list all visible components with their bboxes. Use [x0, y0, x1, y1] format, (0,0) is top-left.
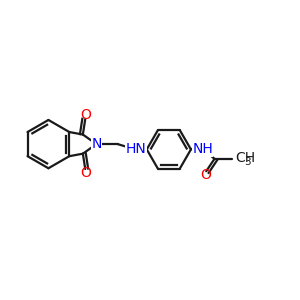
Text: CH: CH — [235, 151, 255, 165]
Text: 3: 3 — [244, 157, 251, 167]
Text: HN: HN — [125, 142, 146, 156]
Text: O: O — [80, 108, 91, 122]
Text: O: O — [200, 168, 211, 182]
Text: N: N — [91, 137, 102, 151]
Text: O: O — [80, 166, 91, 180]
Text: NH: NH — [192, 142, 213, 156]
